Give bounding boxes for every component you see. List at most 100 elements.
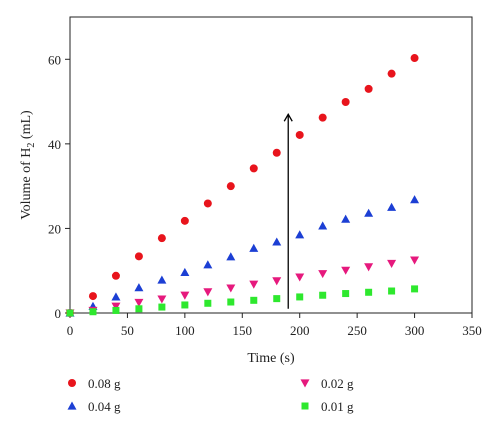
data-point <box>295 230 305 239</box>
data-point <box>364 208 374 217</box>
legend-label: 0.04 g <box>88 399 121 414</box>
x-tick-label: 200 <box>290 323 310 338</box>
data-point <box>226 182 235 191</box>
legend: 0.08 g 0.04 g 0.02 g 0.01 g <box>67 376 354 414</box>
y-axis-title: Volume of H2 (mL) <box>19 110 37 220</box>
legend-item: 0.08 g <box>68 376 121 391</box>
y-tick-label: 60 <box>48 52 61 67</box>
data-point <box>250 296 258 304</box>
data-point <box>296 293 304 301</box>
data-point <box>364 84 373 93</box>
data-point <box>111 292 121 301</box>
legend-label: 0.08 g <box>88 376 121 391</box>
data-point <box>89 308 97 316</box>
data-point <box>295 130 304 139</box>
legend-marker <box>67 401 77 410</box>
x-tick-label: 300 <box>405 323 425 338</box>
legend-item: 0.02 g <box>300 376 354 391</box>
x-axis-title: Time (s) <box>247 351 295 366</box>
data-point <box>226 252 236 261</box>
data-point <box>387 202 397 211</box>
data-point <box>158 303 166 311</box>
data-point <box>111 271 120 280</box>
legend-item: 0.01 g <box>301 399 354 414</box>
legend-label: 0.01 g <box>321 399 354 414</box>
data-point <box>249 280 259 289</box>
x-tick-label: 100 <box>175 323 195 338</box>
series-0 <box>66 54 419 317</box>
data-point <box>341 214 351 223</box>
arrow-head <box>283 112 293 122</box>
y-tick-label: 20 <box>48 221 61 236</box>
data-point <box>134 252 143 261</box>
data-point <box>319 291 327 299</box>
y-axis-title-prefix: Volume of H <box>19 148 34 220</box>
data-point <box>272 148 281 157</box>
x-tick-label: 0 <box>67 323 74 338</box>
data-point <box>134 283 144 292</box>
data-point <box>180 216 189 225</box>
data-point <box>387 259 397 269</box>
data-point <box>157 295 167 304</box>
y-axis-title-subscript: 2 <box>26 143 37 148</box>
data-point <box>387 69 396 78</box>
data-point <box>157 234 166 243</box>
data-point <box>203 199 212 208</box>
data-point <box>249 164 258 173</box>
y-axis-title-suffix: (mL) <box>19 110 34 143</box>
series-3 <box>66 285 419 317</box>
x-tick-label: 350 <box>462 323 482 338</box>
data-point <box>318 221 328 230</box>
legend-label: 0.02 g <box>321 376 354 391</box>
series-1 <box>65 195 420 317</box>
data-point <box>135 305 143 313</box>
data-point <box>341 97 350 106</box>
data-point <box>365 288 373 296</box>
data-point <box>112 306 120 314</box>
data-point <box>341 266 351 275</box>
data-point <box>411 285 419 293</box>
data-point <box>410 195 420 204</box>
data-point <box>227 298 235 306</box>
data-point <box>66 309 74 317</box>
legend-item: 0.04 g <box>67 399 121 414</box>
series-layer <box>65 54 420 318</box>
plot-area <box>69 16 473 314</box>
data-point <box>180 267 190 277</box>
y-tick-label: 0 <box>55 306 62 321</box>
data-point <box>204 299 212 307</box>
data-point <box>134 298 144 307</box>
data-point <box>295 273 305 282</box>
data-point <box>272 237 282 246</box>
data-point <box>111 302 121 311</box>
data-point <box>364 263 374 272</box>
data-point <box>273 295 281 303</box>
y-axis: 0 20 40 60 <box>48 52 70 321</box>
data-point <box>410 256 420 265</box>
trend-arrow <box>283 112 293 309</box>
plot-frame <box>69 16 473 314</box>
x-tick-label: 250 <box>347 323 367 338</box>
y-tick-label: 40 <box>48 137 61 152</box>
data-point <box>157 275 167 284</box>
data-point <box>180 291 190 300</box>
data-point <box>249 243 259 252</box>
data-point <box>226 284 236 293</box>
legend-marker <box>300 379 310 388</box>
x-axis: 0 50 100 150 200 250 300 350 <box>67 313 482 338</box>
data-point <box>272 277 282 286</box>
data-point <box>88 292 97 301</box>
data-point <box>203 260 213 269</box>
data-point <box>318 270 328 279</box>
legend-marker <box>301 402 309 410</box>
data-point <box>342 290 350 298</box>
data-point <box>410 54 419 63</box>
data-point <box>181 301 189 309</box>
x-tick-label: 50 <box>121 323 134 338</box>
data-point <box>388 287 396 295</box>
legend-marker <box>68 379 76 387</box>
data-point <box>203 288 213 297</box>
x-tick-label: 150 <box>233 323 253 338</box>
data-point <box>318 113 327 122</box>
